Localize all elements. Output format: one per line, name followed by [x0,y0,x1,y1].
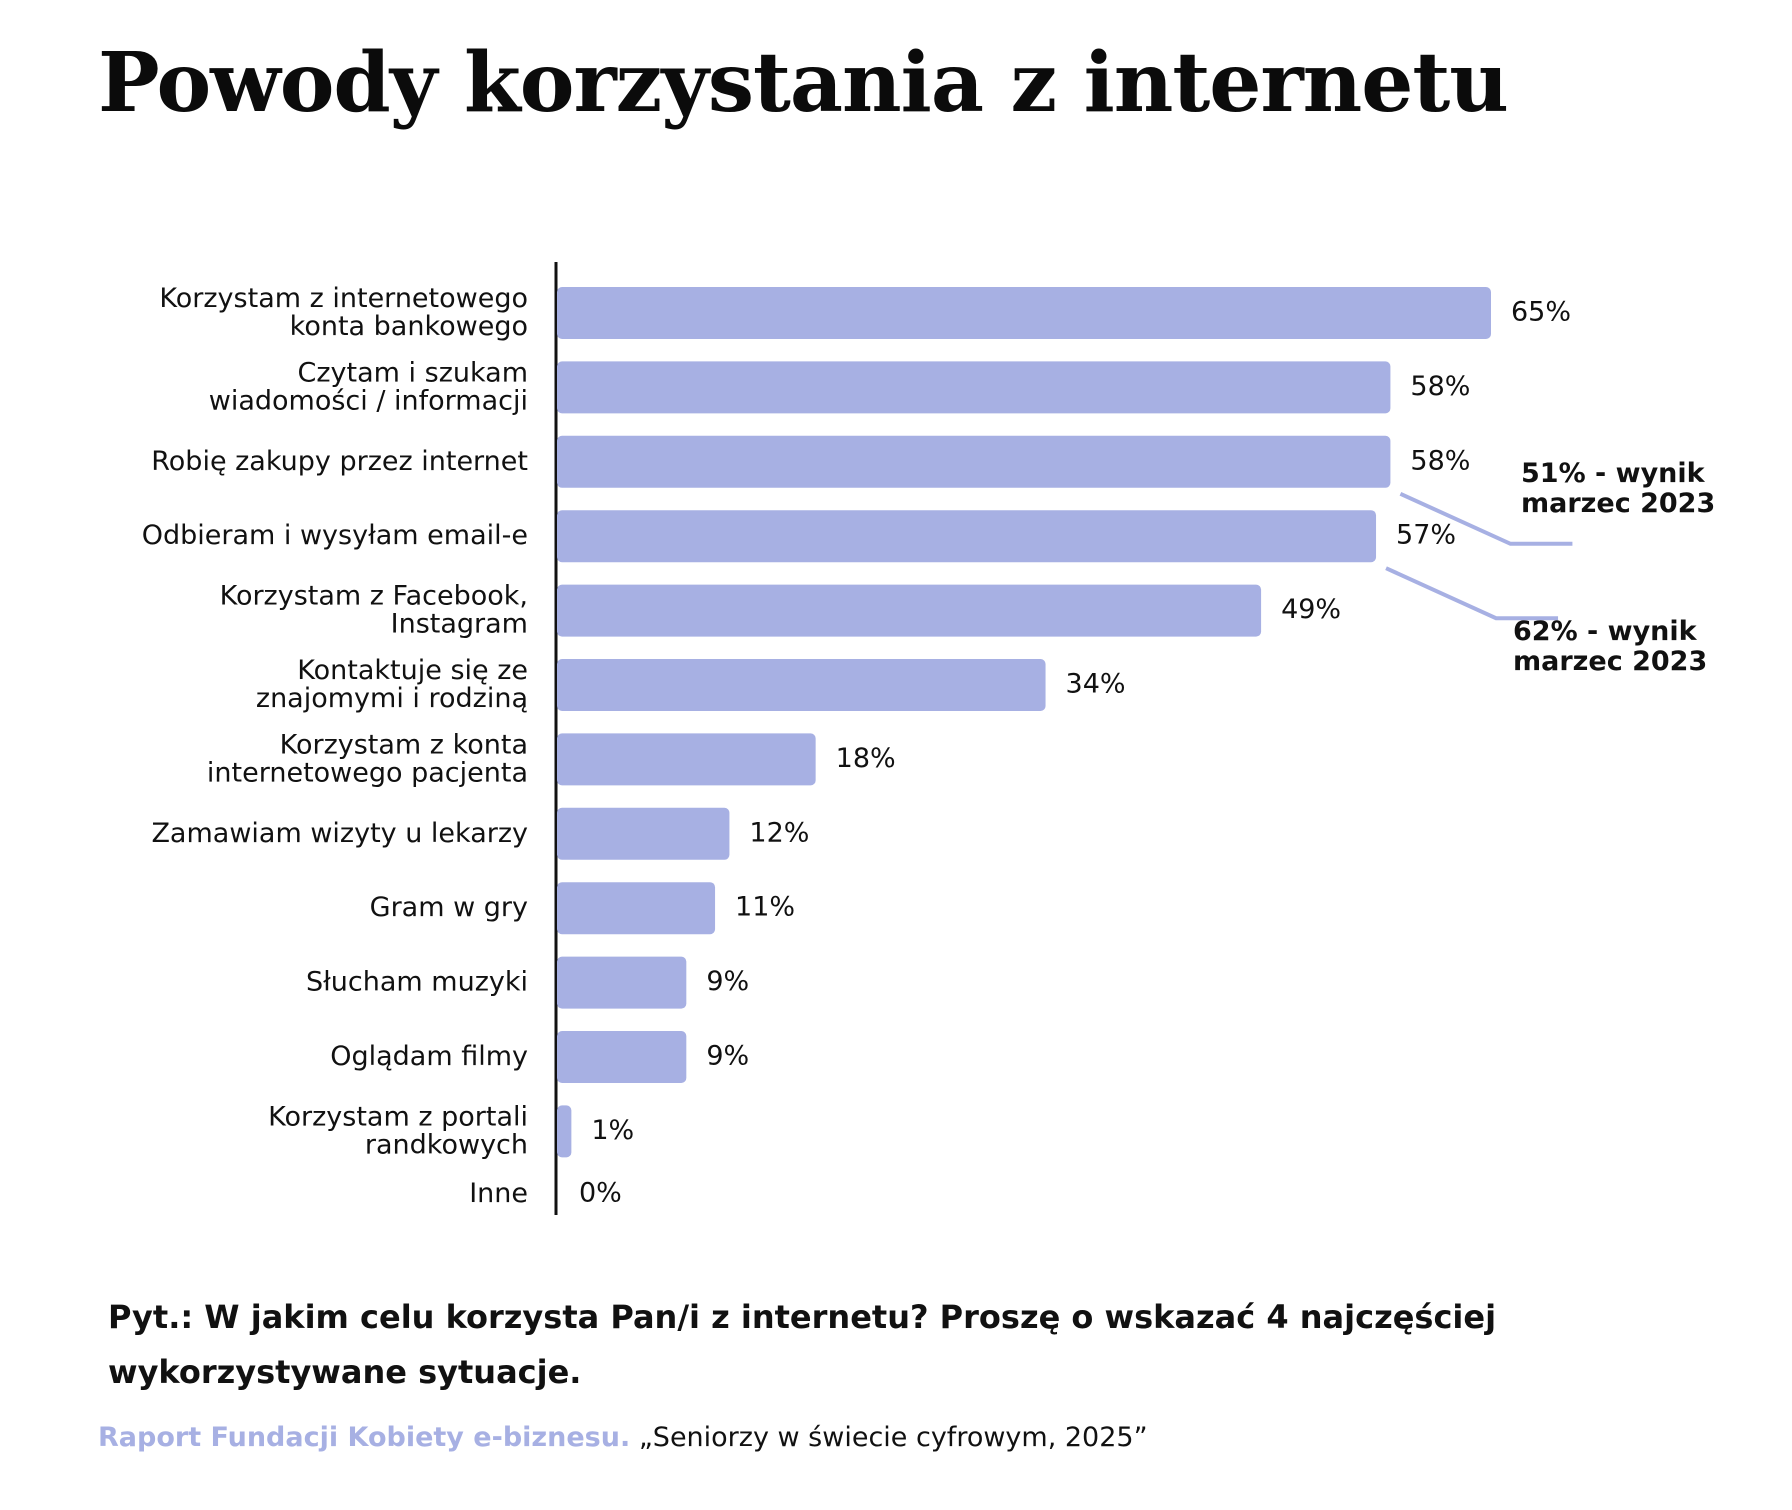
value-label: 49% [1281,594,1341,625]
category-label-line: Korzystam z konta [280,729,528,760]
value-label: 9% [706,1041,749,1072]
category-label: Gram w gry [370,892,528,923]
category-label: Słucham muzyki [306,966,528,997]
category-label-line: randkowych [365,1129,528,1160]
category-label: Korzystam z internetowego konta bankowego [159,283,528,342]
chart-title: Powody korzystania z internetu [98,35,1509,131]
bar [557,659,1046,711]
category-label-line: konta bankowego [290,311,528,342]
category-label: Robię zakupy przez internet [151,445,528,476]
annotation-line: 51% - wynik [1521,458,1706,489]
category-label-line: Kontaktuje się ze [297,655,528,686]
annotation-text: 51% - wynik marzec 2023 [1521,458,1715,519]
category-label-line: Zamawiam wizyty u lekarzy [151,817,528,848]
annotation-leader-line [1399,491,1573,546]
bars-layer: Korzystam z internetowego konta bankowego… [142,283,1571,1209]
value-label: 34% [1066,669,1126,700]
value-label: 58% [1410,371,1470,402]
category-label-line: Oglądam filmy [330,1041,528,1072]
bar [557,1031,687,1083]
category-label-line: internetowego pacjenta [207,757,528,788]
annotation-line: 62% - wynik [1513,616,1698,647]
bar [557,807,730,860]
annotation-leader-line [1385,566,1559,621]
value-label: 65% [1511,297,1571,328]
category-label-line: Korzystam z internetowego [159,283,528,314]
source-organization: Raport Fundacji Kobiety e-biznesu. [98,1422,631,1453]
category-label-line: Czytam i szukam [298,357,528,388]
bar-chart: Korzystam z internetowego konta bankowego… [142,262,1715,1215]
category-label-line: Korzystam z portali [268,1101,528,1132]
value-label: 0% [579,1177,622,1208]
category-label-line: Odbieram i wysyłam email-e [142,520,528,551]
bar [557,733,816,786]
category-label-line: wiadomości / informacji [209,385,528,416]
value-label: 57% [1396,520,1456,551]
bar [557,435,1391,488]
bar [557,287,1491,339]
source-note: Raport Fundacji Kobiety e-biznesu. „Seni… [98,1422,1148,1453]
category-label: Odbieram i wysyłam email-e [142,520,528,551]
category-label: Oglądam filmy [330,1041,528,1072]
bar [557,882,716,935]
bar [557,1105,572,1158]
category-label: Czytam i szukam wiadomości / informacji [209,357,528,416]
bar [557,361,1391,414]
source-publication: „Seniorzy w świecie cyfrowym, 2025” [638,1422,1148,1453]
value-label: 9% [706,966,749,997]
bar [557,956,687,1009]
category-label-line: Inne [469,1177,528,1208]
category-label-line: Gram w gry [370,892,528,923]
category-label-line: znajomymi i rodziną [256,683,528,714]
value-label: 11% [735,892,795,923]
annotation-text: 62% - wynik marzec 2023 [1513,616,1707,677]
category-label: Zamawiam wizyty u lekarzy [151,817,528,848]
category-label-line: Słucham muzyki [306,966,528,997]
category-label-line: Robię zakupy przez internet [151,445,528,476]
value-label: 1% [591,1115,634,1146]
value-label: 58% [1410,445,1470,476]
category-label: Korzystam z portali randkowych [268,1101,528,1160]
bar [557,510,1377,563]
annotation-line: marzec 2023 [1513,646,1707,677]
survey-question: Pyt.: W jakim celu korzysta Pan/i z inte… [108,1298,1497,1391]
value-label: 12% [749,817,809,848]
category-label: Inne [469,1177,528,1208]
category-label-line: Korzystam z Facebook, [220,580,528,611]
category-label-line: Instagram [391,608,528,639]
category-label: Kontaktuje się ze znajomymi i rodziną [256,655,528,714]
category-label: Korzystam z Facebook, Instagram [220,580,528,639]
bar [557,584,1262,637]
value-label: 18% [836,743,896,774]
category-label: Korzystam z konta internetowego pacjenta [207,729,528,788]
annotation-line: marzec 2023 [1521,488,1715,519]
